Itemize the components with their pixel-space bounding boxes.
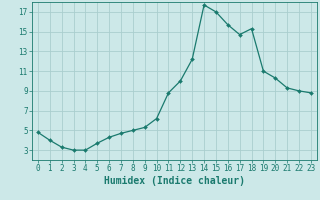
X-axis label: Humidex (Indice chaleur): Humidex (Indice chaleur): [104, 176, 245, 186]
